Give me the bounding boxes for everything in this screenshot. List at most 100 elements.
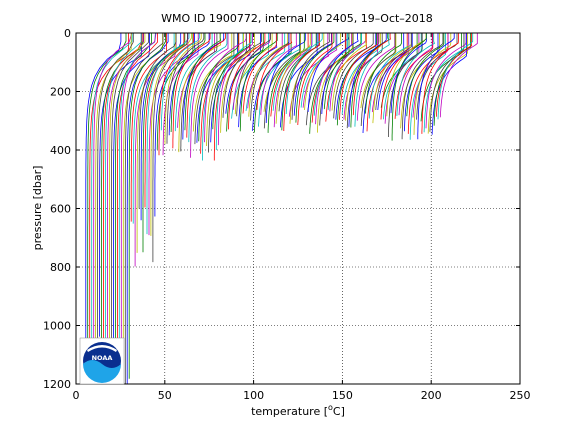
profile-line-20 <box>124 33 164 384</box>
profile-line-35 <box>154 33 196 217</box>
y-tick-label-6: 1200 <box>43 378 71 391</box>
profile-line-132 <box>346 33 383 129</box>
profile-line-110 <box>304 33 342 110</box>
profile-line-159 <box>400 33 440 129</box>
profile-line-27 <box>138 33 177 209</box>
profile-line-128 <box>339 33 380 120</box>
profile-line-82 <box>248 33 289 117</box>
y-tick-label-0: 0 <box>64 27 71 40</box>
profile-line-164 <box>409 33 446 140</box>
profile-line-78 <box>239 33 278 132</box>
x-axis-label-prefix: temperature [ <box>251 405 328 418</box>
profile-line-136 <box>354 33 390 127</box>
profile-line-123 <box>329 33 366 112</box>
profile-line-96 <box>275 33 311 124</box>
x-axis-label-degree: o <box>328 403 333 412</box>
axis-ticks <box>75 32 521 385</box>
profile-line-143 <box>368 33 410 119</box>
profile-line-88 <box>260 33 298 115</box>
profile-line-91 <box>265 33 306 124</box>
profile-line-161 <box>404 33 439 132</box>
profile-line-119 <box>321 33 359 115</box>
x-tick-label-0: 0 <box>73 389 80 402</box>
profile-line-83 <box>250 33 290 121</box>
y-axis-label: pressure [dbar] <box>31 166 44 251</box>
profile-line-66 <box>215 33 253 150</box>
profile-line-176 <box>433 33 472 126</box>
profile-line-52 <box>188 33 228 143</box>
profile-line-72 <box>228 33 266 130</box>
profile-line-41 <box>166 33 205 144</box>
profile-line-44 <box>172 33 211 149</box>
profile-line-113 <box>309 33 350 134</box>
profile-line-37 <box>158 33 195 156</box>
profile-line-154 <box>390 33 427 114</box>
x-tick-label-1: 50 <box>158 389 172 402</box>
profile-line-101 <box>285 33 323 115</box>
profile-line-8 <box>101 33 144 345</box>
profile-line-150 <box>383 33 422 120</box>
profile-line-64 <box>212 33 251 130</box>
profile-line-68 <box>220 33 256 133</box>
profile-line-163 <box>407 33 449 134</box>
x-tick-label-2: 100 <box>243 389 264 402</box>
profile-line-23 <box>130 33 167 222</box>
profile-line-61 <box>206 33 244 146</box>
profile-line-149 <box>380 33 422 120</box>
profile-line-168 <box>417 33 455 140</box>
profile-line-133 <box>348 33 387 127</box>
y-tick-labels: 0 200 400 600 800 1000 1200 <box>43 27 71 391</box>
profile-line-124 <box>331 33 368 111</box>
profile-line-76 <box>236 33 271 117</box>
profile-line-26 <box>136 33 177 253</box>
profile-line-158 <box>398 33 433 116</box>
y-tick-label-3: 600 <box>50 203 71 216</box>
profile-line-38 <box>160 33 200 131</box>
profile-line-86 <box>256 33 293 110</box>
profile-line-135 <box>352 33 391 116</box>
profile-line-53 <box>190 33 229 158</box>
profile-line-141 <box>365 33 402 114</box>
x-tick-labels: 0 50 100 150 200 250 <box>73 389 531 402</box>
profile-line-79 <box>242 33 277 114</box>
x-tick-label-5: 250 <box>510 389 531 402</box>
profile-line-177 <box>436 33 473 117</box>
profile-line-2 <box>89 33 129 340</box>
profile-line-179 <box>439 33 478 118</box>
profile-line-50 <box>184 33 222 131</box>
noaa-logo: NOAA <box>79 337 125 385</box>
profile-line-156 <box>394 33 434 119</box>
profile-line-55 <box>194 33 235 145</box>
profile-line-85 <box>254 33 292 133</box>
profile-line-137 <box>356 33 396 121</box>
profile-line-174 <box>429 33 465 132</box>
profile-line-157 <box>396 33 435 116</box>
profile-line-173 <box>427 33 468 134</box>
profile-line-178 <box>437 33 474 120</box>
x-axis-label-suffix: C] <box>333 405 345 418</box>
profile-line-40 <box>164 33 202 144</box>
profile-line-1 <box>87 33 127 357</box>
profile-line-93 <box>270 33 309 117</box>
profile-lines <box>85 33 478 384</box>
x-tick-label-4: 200 <box>421 389 442 402</box>
profile-line-106 <box>295 33 335 123</box>
profile-line-30 <box>144 33 185 208</box>
noaa-logo-wave <box>83 360 121 383</box>
grid <box>76 33 520 384</box>
profile-line-16 <box>117 33 158 384</box>
x-tick-label-3: 150 <box>332 389 353 402</box>
profile-line-60 <box>204 33 247 143</box>
profile-line-29 <box>142 33 186 253</box>
profile-line-5 <box>95 33 132 357</box>
profile-line-57 <box>198 33 239 142</box>
profile-line-155 <box>391 33 427 141</box>
profile-line-74 <box>232 33 271 110</box>
profile-line-120 <box>323 33 362 110</box>
chart-title: WMO ID 1900772, internal ID 2405, 19–Oct… <box>161 12 433 25</box>
profile-line-84 <box>252 33 290 131</box>
profile-line-147 <box>377 33 413 111</box>
profile-line-105 <box>293 33 333 116</box>
profile-line-9 <box>103 33 143 352</box>
